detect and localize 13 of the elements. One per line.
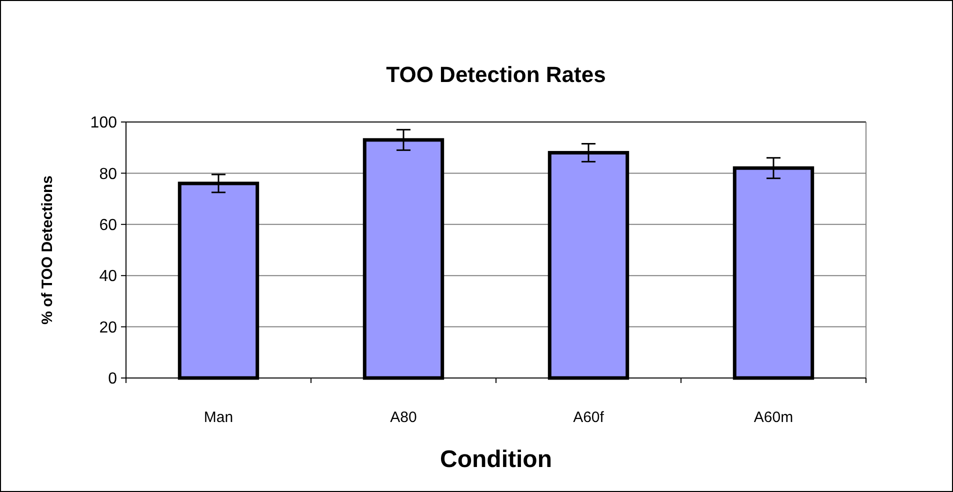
x-axis-title: Condition: [440, 446, 552, 473]
y-tick-label: 80: [99, 166, 118, 183]
x-tick-label: A60f: [573, 409, 605, 426]
y-tick-label: 60: [99, 217, 118, 234]
y-tick-label: 20: [99, 319, 118, 336]
y-tick-label: 0: [108, 370, 118, 388]
y-tick-label: 40: [99, 268, 118, 286]
chart-title: TOO Detection Rates: [386, 62, 606, 87]
x-tick-label: A80: [390, 409, 417, 426]
x-tick-label: Man: [204, 409, 234, 426]
x-tick-label: A60m: [754, 409, 794, 426]
y-tick-label: 100: [90, 114, 118, 132]
y-axis-title: % of TOO Detections: [39, 176, 56, 324]
